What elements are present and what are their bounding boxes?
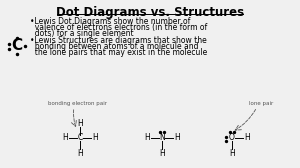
Text: •Lewis Structures are diagrams that show the: •Lewis Structures are diagrams that show…	[30, 36, 207, 45]
Text: N: N	[159, 134, 165, 142]
Text: H: H	[62, 134, 68, 142]
Text: H: H	[229, 149, 235, 158]
Text: C: C	[77, 134, 83, 142]
Text: C: C	[11, 38, 22, 53]
Text: Dot Diagrams vs. Structures: Dot Diagrams vs. Structures	[56, 6, 244, 19]
Text: H: H	[159, 149, 165, 158]
Text: H: H	[77, 118, 83, 128]
Text: H: H	[77, 149, 83, 158]
Text: the lone pairs that may exist in the molecule: the lone pairs that may exist in the mol…	[30, 48, 207, 57]
Text: H: H	[144, 134, 150, 142]
Text: H: H	[244, 134, 250, 142]
Text: lone pair: lone pair	[249, 101, 273, 106]
Text: valence of electrons electrons (in the form of: valence of electrons electrons (in the f…	[30, 23, 207, 32]
Text: •Lewis Dot Diagrams show the number of: •Lewis Dot Diagrams show the number of	[30, 17, 190, 26]
Text: dots) for a single element: dots) for a single element	[30, 29, 134, 38]
Text: bonding between atoms of a molecule and: bonding between atoms of a molecule and	[30, 42, 199, 51]
Text: O: O	[229, 134, 235, 142]
Text: bonding electron pair: bonding electron pair	[49, 101, 107, 106]
Text: H: H	[92, 134, 98, 142]
Text: H: H	[174, 134, 180, 142]
